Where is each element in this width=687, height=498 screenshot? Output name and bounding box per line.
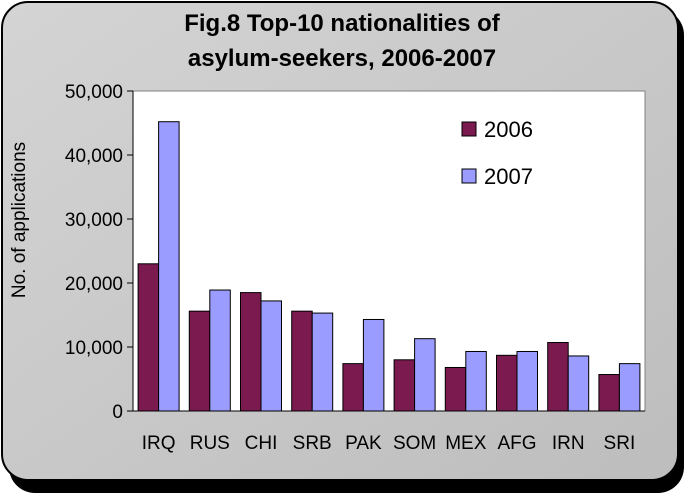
x-tick-label: IRQ: [142, 433, 176, 454]
x-tick-label: SOM: [393, 433, 436, 454]
bar-2007-srb: [311, 312, 334, 412]
bar-2006-rus: [188, 310, 211, 412]
y-axis: 0 10,000 20,000 30,000 40,000 50,000: [65, 82, 133, 423]
bar-2007-pak: [362, 318, 385, 412]
x-tick-label: AFG: [497, 433, 536, 454]
bar-2007-rus: [209, 289, 231, 412]
y-axis-label: No. of applications: [9, 142, 30, 298]
bar-2007-sri: [618, 363, 641, 412]
bar-2006-afg: [496, 354, 518, 412]
y-tick-label: 30,000: [65, 210, 123, 231]
bar-2007-afg: [516, 350, 538, 412]
bar-2006-pak: [342, 363, 364, 412]
x-tick-label: RUS: [190, 433, 230, 454]
legend-swatch: [461, 121, 477, 137]
x-tick-label: PAK: [345, 433, 382, 454]
bar-2006-sri: [598, 374, 620, 412]
bar-2006-chi: [240, 292, 262, 412]
chart-title-line-2: asylum-seekers, 2006-2007: [188, 45, 496, 72]
x-tick-label: SRB: [293, 433, 332, 454]
x-tick-label: MEX: [445, 433, 487, 454]
bar-2006-som: [393, 359, 416, 412]
bar-2006-srb: [291, 310, 313, 412]
bar-2007-irq: [158, 121, 180, 412]
bar-2007-mex: [465, 350, 487, 412]
bar-2006-mex: [444, 366, 467, 412]
bar-2007-chi: [260, 300, 282, 412]
legend-label: 2007: [484, 164, 533, 189]
bar-2007-som: [414, 338, 436, 412]
y-tick-label: 20,000: [65, 274, 123, 295]
bar-2007-irn: [567, 355, 590, 412]
legend-swatch: [461, 168, 477, 184]
chart-title-line-1: Fig.8 Top-10 nationalities of: [184, 10, 501, 37]
bar-2006-irn: [547, 342, 569, 412]
y-tick-label: 0: [112, 402, 123, 423]
x-axis: IRQ RUS CHI SRB PAK SOM MEX AFG IRN SRI: [142, 433, 636, 454]
x-tick-label: IRN: [552, 433, 585, 454]
legend: 2006 2007: [461, 117, 533, 189]
bar-2006-irq: [137, 263, 160, 412]
legend-label: 2006: [484, 117, 533, 142]
y-tick-label: 40,000: [65, 146, 123, 167]
x-tick-label: CHI: [245, 433, 278, 454]
y-tick-label: 50,000: [65, 82, 123, 103]
x-tick-label: SRI: [604, 433, 636, 454]
y-tick-label: 10,000: [65, 338, 123, 359]
